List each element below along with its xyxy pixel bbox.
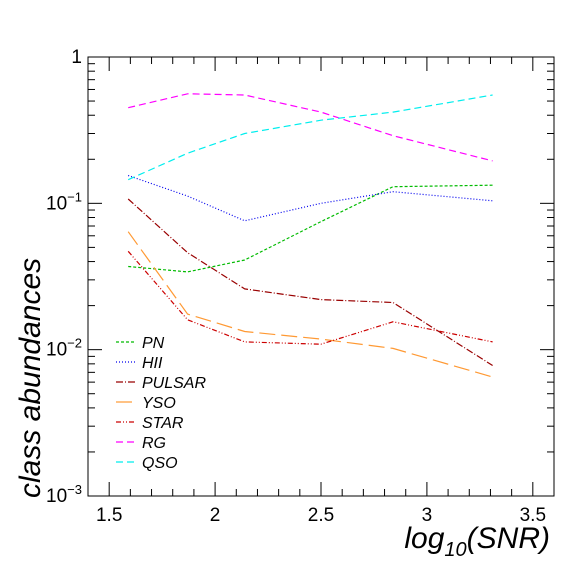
series-line-yso: [127, 231, 493, 378]
y-tick-label: 10−3: [46, 482, 82, 507]
y-tick-label: 10−1: [46, 189, 82, 214]
series-line-pulsar: [127, 198, 493, 367]
legend-label: STAR: [142, 415, 184, 432]
series-line-star: [127, 250, 493, 345]
x-axis-title: log10(SNR): [404, 522, 550, 561]
series-line-hii: [128, 174, 493, 222]
legend-label: HII: [142, 355, 163, 372]
legend-label: RG: [142, 435, 166, 452]
x-tick-label: 3: [422, 505, 433, 526]
tick-labels: 1.5 2 2.5 3 3.5 1 10−1 10−2 10−3: [46, 47, 546, 526]
x-tick-label: 2: [210, 505, 221, 526]
y-tick-label: 10−2: [46, 336, 82, 361]
legend-label: PN: [142, 335, 165, 352]
legend-label: YSO: [142, 395, 176, 412]
y-axis-title: class abundances: [14, 258, 47, 498]
legend: PN HII PULSAR YSO STAR RG QSO: [116, 335, 206, 472]
x-tick-label: 2.5: [308, 505, 334, 526]
x-tick-label: 1.5: [96, 505, 122, 526]
series-lines: [127, 93, 493, 378]
series-line-pn: [128, 184, 493, 273]
x-tick-label: 3.5: [520, 505, 546, 526]
axis-ticks: [87, 57, 555, 497]
series-line-rg: [128, 93, 493, 162]
series-line-qso: [127, 94, 493, 181]
y-tick-label: 1: [71, 47, 82, 68]
legend-label: PULSAR: [142, 375, 206, 392]
legend-label: QSO: [142, 455, 178, 472]
